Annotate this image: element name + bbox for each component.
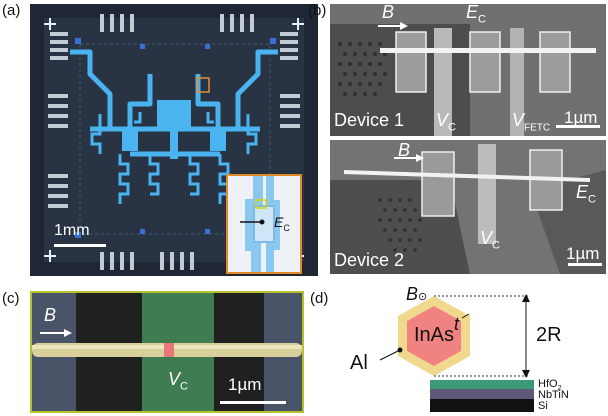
device-1-scale-label: 1µm [564,108,598,127]
nanowire-drawing [32,293,302,411]
inset-ec-label: EC [274,214,290,233]
device-2-scale-label: 1µm [566,244,600,263]
panel-b-label: (b) [308,2,327,19]
device-2-vc-label: VC [480,228,500,252]
inset-image: EC [226,174,302,274]
device-2-name: Device 2 [334,250,405,270]
inas-label: InAs [414,324,455,346]
device-2-ec-label: EC [576,182,596,206]
device-1-drawing [330,4,606,136]
cross-section-drawing [379,294,534,412]
panel-a-label: (a) [2,2,21,19]
t-label: t [454,314,460,334]
device-1-vc-label: VC [436,110,456,134]
device-1-b-label: B [382,4,395,22]
chip-micrograph: EC 1mm [30,4,318,276]
b-out-of-page-icon: ⊙ [418,291,428,303]
device-2-b-label: B [398,140,411,160]
inset-drawing [228,176,300,272]
nbtin-label: NbTiN [538,389,569,401]
si-label: Si [538,400,548,412]
chip-drawing [30,4,318,276]
device-1-sem: B EC Device 1 VC VFETC 1µm [330,4,606,136]
hfo2-label: HfO2 [538,378,562,393]
al-label: Al [350,352,368,374]
device-1-vfetc-label: VFETC [512,110,551,134]
device-1-name: Device 1 [334,110,405,130]
panel-d-label: (d) [310,290,329,307]
nanowire-image: B VC 1µm [30,291,304,413]
device-2-drawing [330,140,606,274]
panel-d-b-label: B⊙ [406,284,428,304]
device-2-sem: B EC VC Device 2 1µm [330,140,606,274]
panel-c-label: (c) [2,290,20,307]
panel-c-vc-label: VC [168,369,188,393]
2r-label: 2R [536,324,562,346]
panel-a-scale-label: 1mm [54,222,90,239]
device-1-ec-label: EC [466,4,486,26]
panel-c-b-label: B [44,305,57,325]
panel-c-scale-label: 1µm [228,375,262,394]
cross-section-diagram: B⊙ InAs t 2R Al HfO2 NbTiN Si [330,284,606,414]
